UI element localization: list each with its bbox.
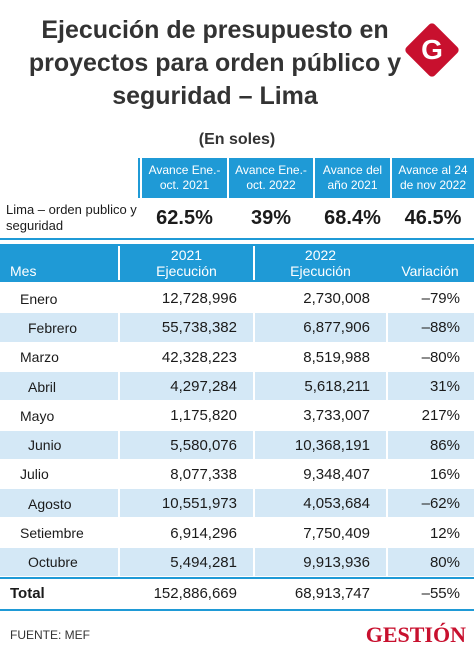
cell: 8,519,988 bbox=[253, 342, 386, 372]
logo: G bbox=[421, 34, 443, 65]
cell: –62% bbox=[386, 489, 474, 519]
cell: 9,913,936 bbox=[253, 547, 386, 577]
total-cell: –55% bbox=[421, 584, 460, 602]
cell: 8,077,338 bbox=[118, 459, 253, 490]
cell: 217% bbox=[386, 401, 474, 431]
cell: 3,733,007 bbox=[253, 401, 386, 431]
row-bg bbox=[0, 430, 474, 459]
cell: 5,494,281 bbox=[118, 547, 253, 577]
cell: 10,551,973 bbox=[118, 489, 253, 519]
cell: 6,877,906 bbox=[253, 313, 386, 343]
row-bg bbox=[0, 371, 474, 401]
row-bg bbox=[0, 313, 474, 342]
summary-label: Lima – orden publico y seguridad bbox=[6, 202, 137, 233]
cell: 10,368,191 bbox=[253, 430, 386, 460]
cell: 86% bbox=[386, 430, 474, 460]
summary-header: Avance Ene.- oct. 2021 bbox=[140, 158, 227, 198]
cell: 31% bbox=[386, 371, 474, 402]
month: Marzo bbox=[20, 349, 59, 366]
cell: –88% bbox=[386, 313, 474, 343]
summary-header: Avance al 24 de nov 2022 bbox=[390, 158, 474, 198]
column-header: Ejecución bbox=[118, 262, 253, 280]
rule bbox=[0, 238, 474, 240]
total-rule bbox=[0, 577, 474, 579]
column-year: 2021 bbox=[118, 246, 253, 264]
summary-band bbox=[138, 158, 474, 198]
cell: 42,328,223 bbox=[118, 342, 253, 372]
row-bg bbox=[0, 489, 474, 518]
cell: 9,348,407 bbox=[253, 459, 386, 490]
month: Febrero bbox=[28, 319, 78, 336]
summary-value: 62.5% bbox=[140, 200, 227, 236]
cell: 4,053,684 bbox=[253, 489, 386, 519]
subtitle: (En soles) bbox=[198, 131, 276, 148]
column-header: Ejecución bbox=[253, 262, 386, 280]
cell: 5,580,076 bbox=[118, 430, 253, 460]
column-year: 2022 bbox=[253, 246, 386, 264]
month: Setiembre bbox=[20, 525, 84, 542]
cell: 4,297,284 bbox=[118, 371, 253, 402]
total-label: Total bbox=[10, 584, 45, 602]
cell: 16% bbox=[386, 459, 474, 490]
column-header: Variación bbox=[401, 263, 459, 279]
bottom-rule bbox=[0, 609, 474, 611]
column-header: Mes bbox=[10, 263, 37, 279]
summary-value: 68.4% bbox=[313, 200, 390, 236]
total-cell: 152,886,669 bbox=[153, 584, 237, 602]
month: Octubre bbox=[28, 554, 78, 571]
cell: –80% bbox=[386, 342, 474, 372]
cell: 5,618,211 bbox=[253, 371, 386, 402]
table-header bbox=[0, 244, 474, 282]
brand: GESTIÓN bbox=[365, 622, 466, 647]
month: Agosto bbox=[28, 495, 72, 512]
cell: 55,738,382 bbox=[118, 313, 253, 343]
cell: 7,750,409 bbox=[253, 518, 386, 548]
cell: 6,914,296 bbox=[118, 518, 253, 548]
month: Junio bbox=[28, 437, 62, 454]
month: Enero bbox=[20, 290, 58, 307]
cell: 80% bbox=[386, 547, 474, 577]
total-cell: 68,913,747 bbox=[294, 584, 370, 602]
title: Ejecución de presupuesto en proyectos pa… bbox=[28, 16, 402, 110]
cell: 2,730,008 bbox=[253, 284, 386, 314]
cell: –79% bbox=[386, 284, 474, 314]
row-bg bbox=[0, 547, 474, 576]
month: Abril bbox=[28, 378, 57, 395]
summary-value: 46.5% bbox=[390, 200, 474, 236]
source: FUENTE: MEF bbox=[10, 628, 90, 642]
cell: 1,175,820 bbox=[118, 401, 253, 431]
summary-value: 39% bbox=[227, 200, 313, 236]
month: Julio bbox=[20, 466, 49, 483]
month: Mayo bbox=[20, 407, 55, 424]
cell: 12% bbox=[386, 518, 474, 548]
summary-header: Avance del año 2021 bbox=[313, 158, 390, 198]
cell: 12,728,996 bbox=[118, 284, 253, 314]
summary-header: Avance Ene.- oct. 2022 bbox=[227, 158, 313, 198]
